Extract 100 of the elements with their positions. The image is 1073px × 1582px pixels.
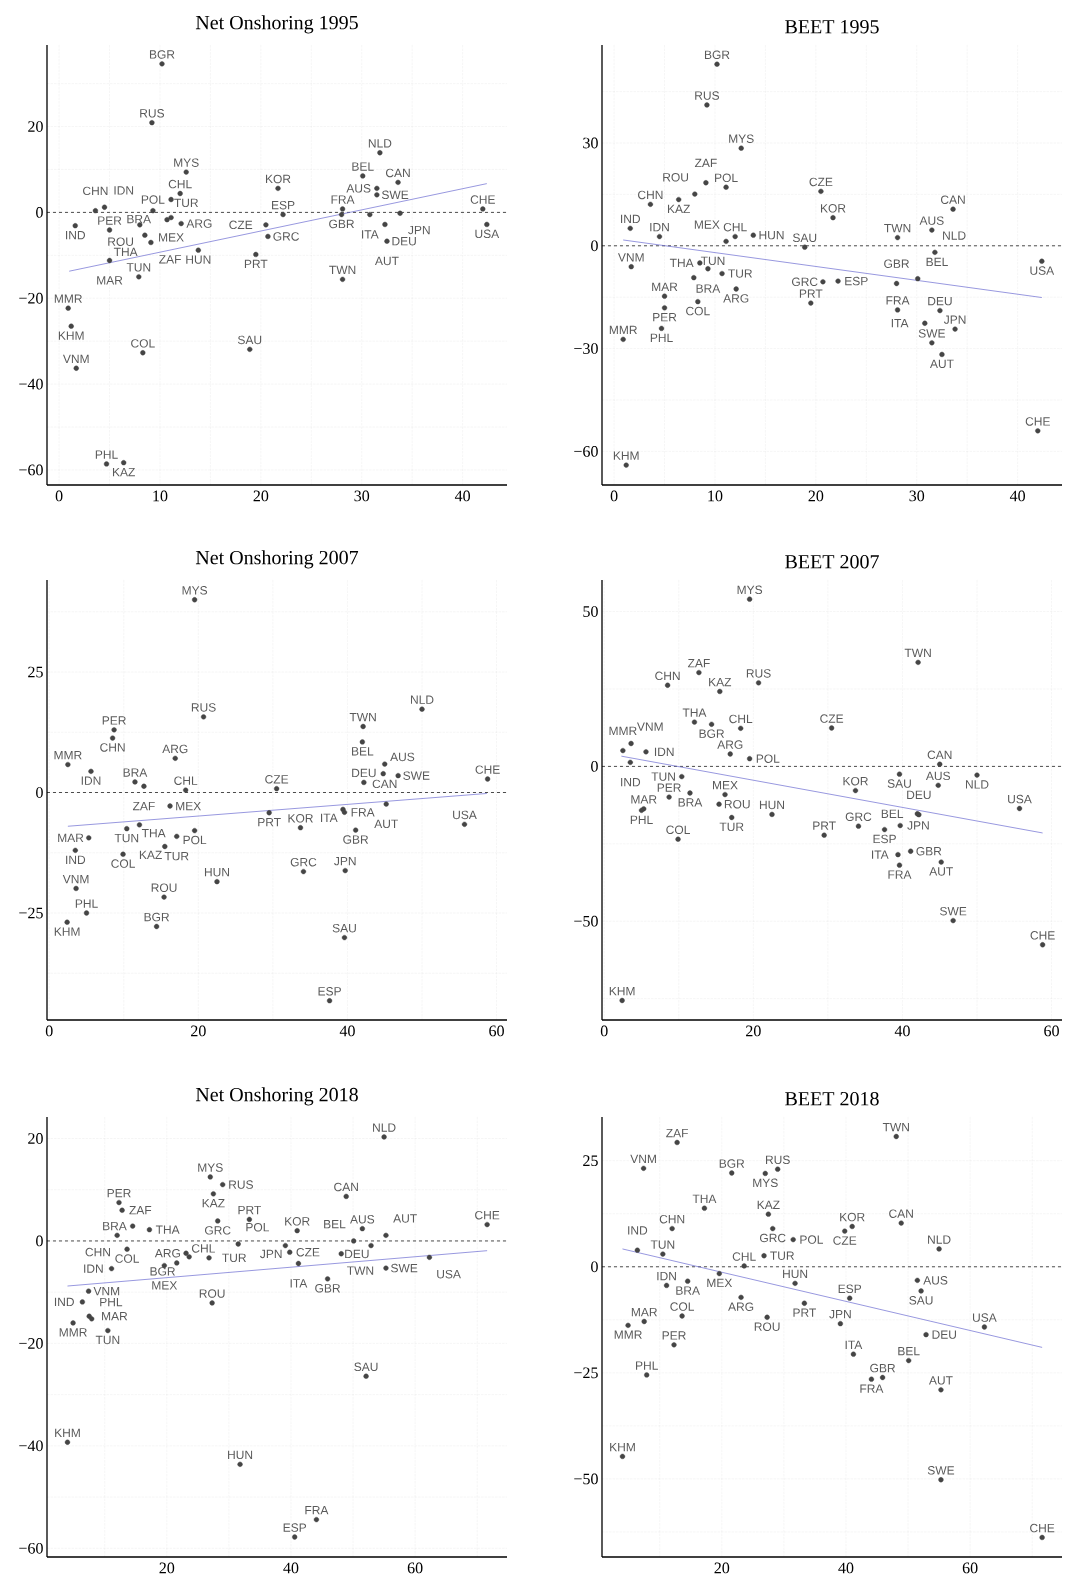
annotation: TWN xyxy=(329,265,356,275)
annotation: IND xyxy=(621,214,640,224)
annotation: PER xyxy=(98,216,122,225)
annotation: CHE xyxy=(1030,1523,1055,1533)
annotation: DEU xyxy=(345,1249,369,1259)
y-tick-label: −60 xyxy=(19,1542,43,1554)
annotation: GBR xyxy=(870,1363,896,1373)
annotation: CAN xyxy=(386,168,410,178)
annotation: BRA xyxy=(696,284,721,293)
annotation: PRT xyxy=(813,821,836,830)
annotation: CHN xyxy=(83,186,108,196)
y-tick-label: −20 xyxy=(19,292,43,304)
annotation: IND xyxy=(628,1226,648,1235)
annotation: KOR xyxy=(265,174,291,184)
x-tick-label: 0 xyxy=(55,490,63,502)
annotation: JPN xyxy=(260,1249,282,1259)
annotation: PRT xyxy=(793,1308,816,1317)
annotation: MEX xyxy=(152,1281,178,1290)
annotation: ROU xyxy=(151,883,177,892)
annotation: AUT xyxy=(928,1376,953,1385)
annotation: ROU xyxy=(754,1322,780,1331)
annotation: HUN xyxy=(759,230,784,240)
annotation: TWN xyxy=(882,1122,909,1132)
annotation: BRA xyxy=(678,798,703,807)
y-tick-label: −25 xyxy=(574,1367,598,1379)
annotation: MAR xyxy=(631,795,657,804)
annotation: TWN xyxy=(884,224,911,233)
annotation: FRA xyxy=(860,1384,884,1393)
x-tick-label: 40 xyxy=(1009,490,1025,502)
annotation: COL xyxy=(111,859,135,868)
annotation: MAR xyxy=(97,276,123,285)
annotation: BRA xyxy=(676,1286,700,1295)
annotation: CHE xyxy=(1025,417,1050,426)
annotation: AUT xyxy=(929,867,953,876)
y-tick-label: 30 xyxy=(583,137,598,149)
annotation: IDN xyxy=(81,776,101,785)
annotation: SWE xyxy=(940,906,967,916)
annotation: COL xyxy=(131,339,155,348)
annotation: ESP xyxy=(318,987,341,996)
annotation: POL xyxy=(246,1222,270,1232)
x-tick-label: 40 xyxy=(454,490,470,502)
annotation: SAU xyxy=(354,1362,378,1372)
annotation: TUR xyxy=(164,851,189,861)
annotation: GRC xyxy=(759,1233,786,1243)
x-tick-label: 40 xyxy=(894,1025,910,1037)
annotation: KOR xyxy=(840,1212,865,1222)
x-tick-label: 0 xyxy=(600,1025,608,1037)
annotation: KOR xyxy=(285,1217,310,1226)
annotation: ARG xyxy=(154,1249,180,1258)
annotation: FRA xyxy=(305,1506,329,1515)
annotation: CHL xyxy=(191,1244,215,1253)
annotation: CHE xyxy=(470,195,495,204)
annotation: USA xyxy=(475,229,500,239)
annotation: CHN xyxy=(659,1214,685,1224)
annotation: COL xyxy=(686,306,710,316)
annotation: CZE xyxy=(229,220,253,230)
x-tick-label: 40 xyxy=(339,1025,355,1037)
annotation: ESP xyxy=(272,200,295,210)
annotation: IDN xyxy=(654,747,674,756)
y-tick-label: −30 xyxy=(574,343,598,354)
annotation: FRA xyxy=(888,870,912,879)
x-tick-label: 20 xyxy=(253,490,269,502)
annotation: TUN xyxy=(700,256,725,266)
annotation: PRT xyxy=(244,259,268,268)
annotation: ESP xyxy=(283,1523,307,1532)
x-tick-label: 60 xyxy=(489,1025,504,1037)
annotation: FRA xyxy=(351,808,375,817)
y-tick-label: −50 xyxy=(574,1473,598,1485)
y-tick-label: −60 xyxy=(19,464,43,476)
annotation: ROU xyxy=(108,237,134,246)
annotation: GBR xyxy=(916,846,942,856)
annotation: IDN xyxy=(650,223,669,232)
annotation: USA xyxy=(972,1313,997,1322)
annotation: TUR xyxy=(222,1253,246,1263)
annotation: BRA xyxy=(123,768,148,777)
y-tick-label: 20 xyxy=(28,1133,43,1144)
annotation: SWE xyxy=(927,1466,955,1475)
annotation: HUN xyxy=(204,868,229,877)
annotation: TUN xyxy=(126,263,151,272)
annotation: TUR xyxy=(728,269,753,278)
annotation: POL xyxy=(141,195,165,204)
annotation: SAU xyxy=(237,335,262,345)
annotation: NLD xyxy=(928,1235,951,1244)
annotation: MEX xyxy=(707,1278,733,1288)
annotation: BEL xyxy=(926,257,948,267)
annotation: JPN xyxy=(907,821,929,830)
annotation: IND xyxy=(621,778,641,787)
annotation: JPN xyxy=(829,1310,851,1319)
annotation: ESP xyxy=(873,834,896,844)
annotation: MMR xyxy=(54,294,82,303)
annotation: SWE xyxy=(381,190,409,200)
annotation: PRT xyxy=(238,1205,261,1215)
x-tick-label: 20 xyxy=(808,490,824,502)
annotation: PHL xyxy=(75,899,98,908)
annotation: BEL xyxy=(881,809,904,818)
annotation: ESP xyxy=(838,1284,862,1294)
annotation: TUN xyxy=(114,833,139,843)
annotation: SAU xyxy=(332,923,356,933)
annotation: KOR xyxy=(288,814,313,823)
annotation: COL xyxy=(666,825,690,834)
